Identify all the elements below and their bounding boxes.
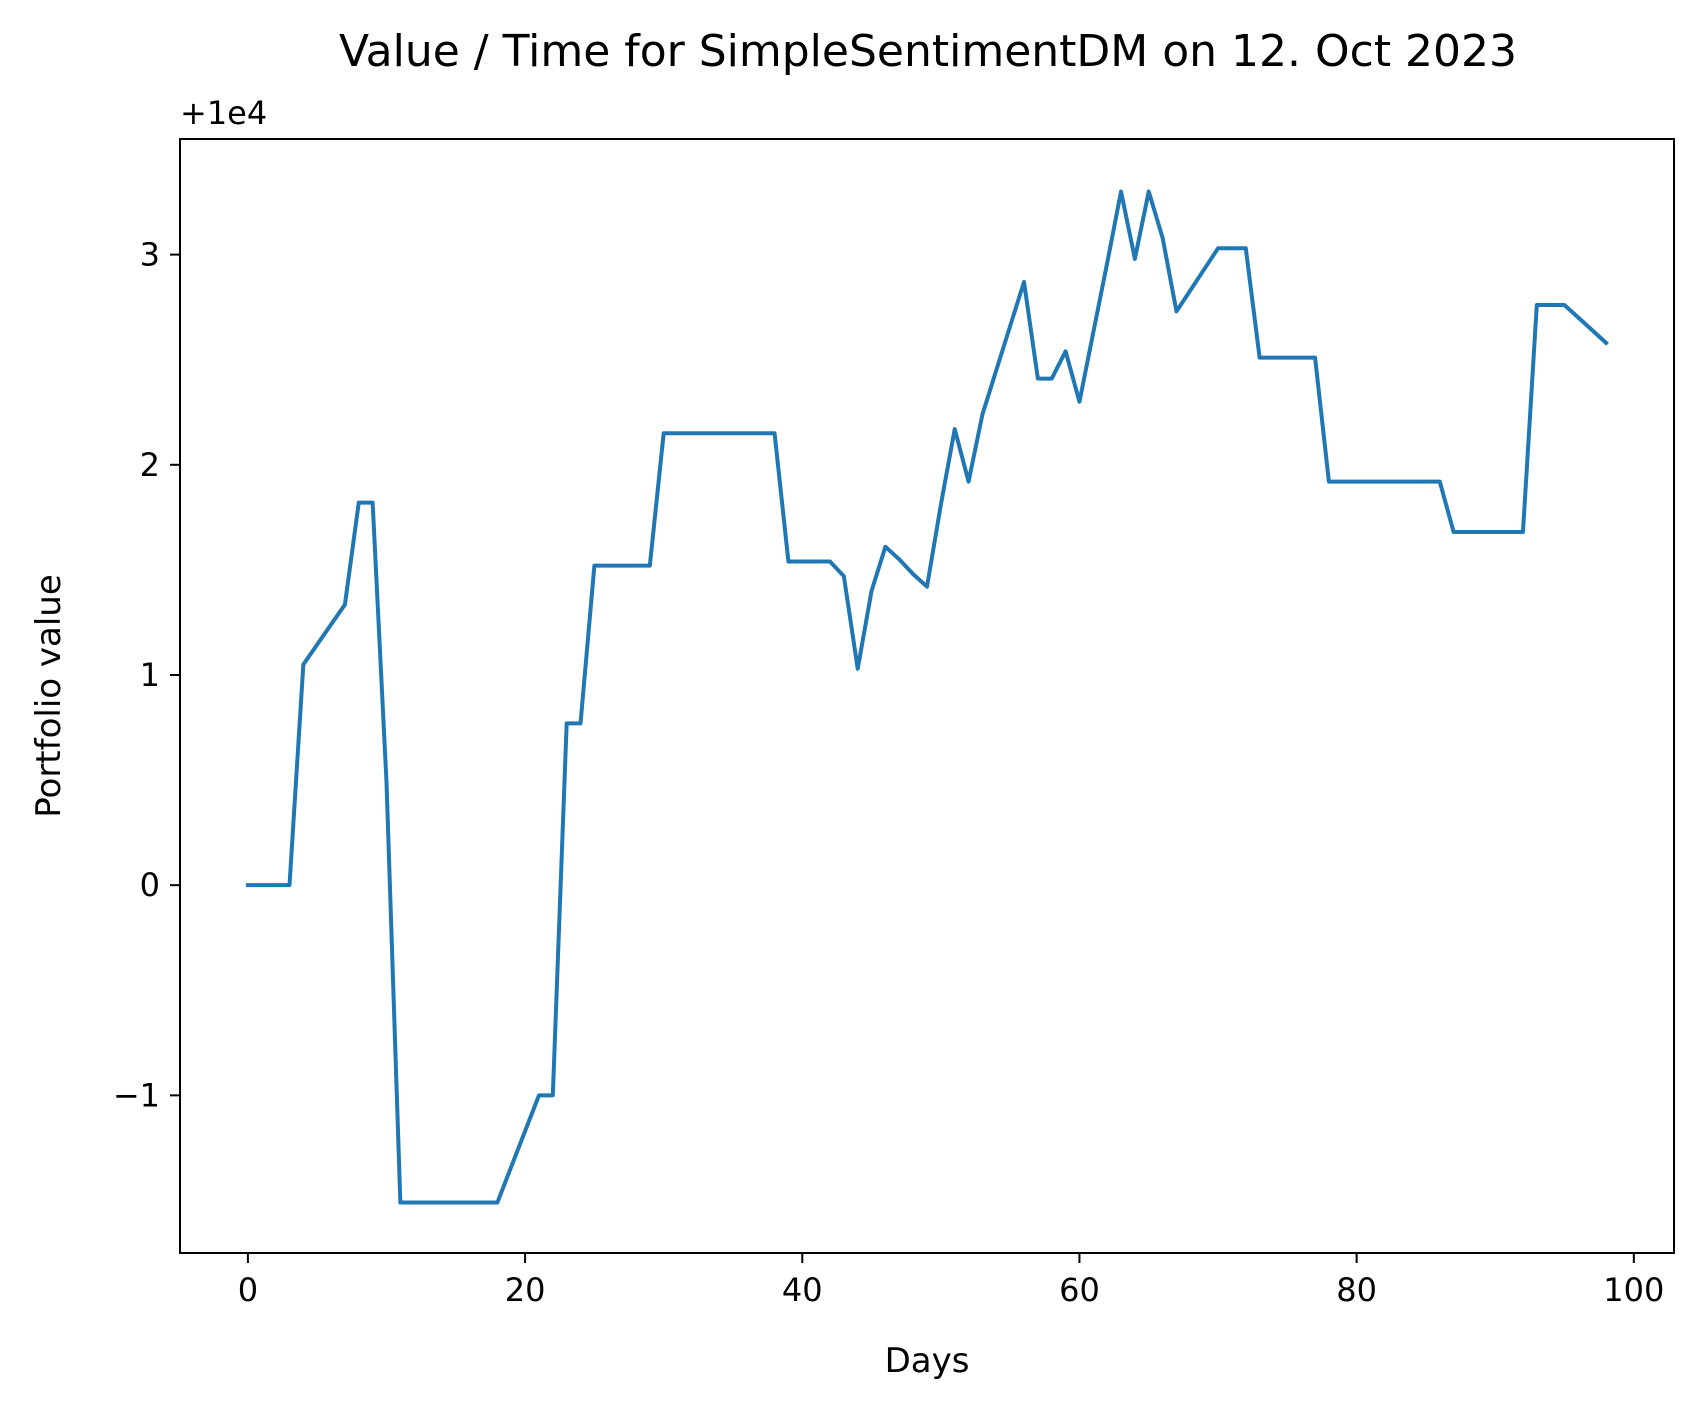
y-tick-label: −1	[113, 1076, 160, 1114]
y-tick-label: 1	[140, 656, 160, 694]
x-tick-label: 20	[505, 1271, 546, 1309]
x-axis-label: Days	[885, 1341, 970, 1381]
series-line-layer	[245, 189, 1609, 1205]
plot-area	[179, 138, 1675, 1254]
x-tick-label: 40	[782, 1271, 823, 1309]
x-tick-label: 100	[1603, 1271, 1664, 1309]
axes-frame	[179, 138, 1675, 1254]
x-tick-label: 60	[1059, 1271, 1100, 1309]
y-tick-label: 0	[140, 866, 160, 904]
x-tick-label: 0	[238, 1271, 258, 1309]
y-tick-label: 2	[140, 446, 160, 484]
y-offset-text: +1e4	[180, 94, 267, 132]
series-line-0	[245, 189, 1609, 1205]
y-axis-label: Portfolio value	[29, 574, 69, 818]
chart-title: Value / Time for SimpleSentimentDM on 12…	[339, 26, 1517, 77]
x-tick-label: 80	[1336, 1271, 1377, 1309]
x-axis: 0 20 40 60 80 100	[238, 1253, 1664, 1309]
y-tick-label: 3	[140, 236, 160, 274]
y-axis: −1 0 1 2 3	[113, 236, 180, 1114]
